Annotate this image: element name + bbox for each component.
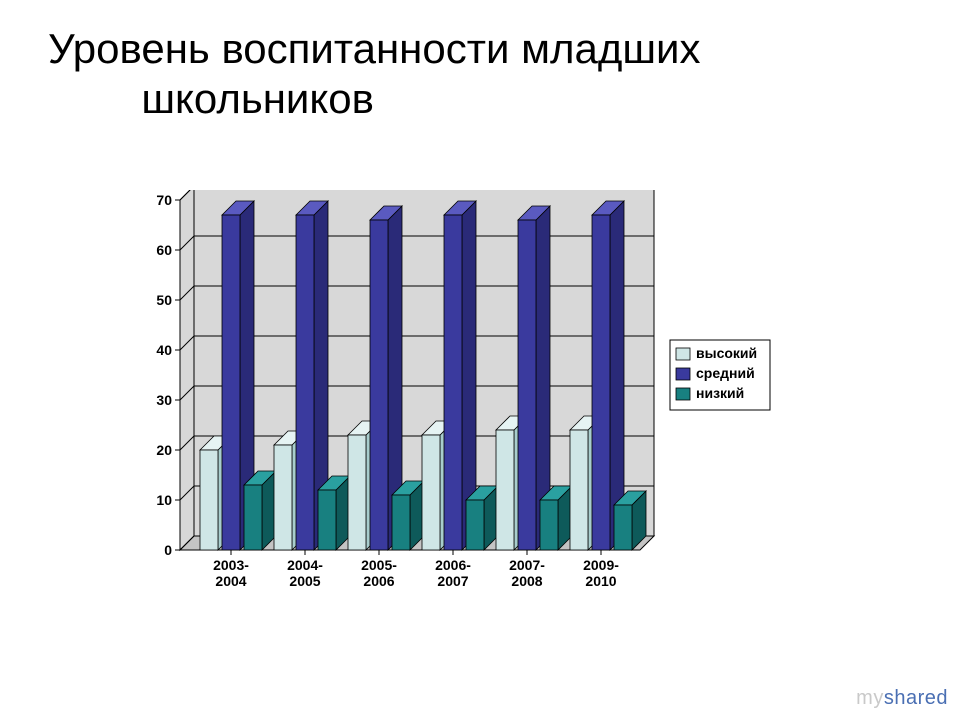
title-line-2: школьников <box>141 75 374 122</box>
svg-text:10: 10 <box>156 492 172 508</box>
svg-text:2010: 2010 <box>585 573 616 589</box>
watermark: myshared <box>856 687 948 710</box>
svg-text:2005-: 2005- <box>361 557 397 573</box>
svg-text:2005: 2005 <box>289 573 320 589</box>
slide-title: Уровень воспитанности младших школьников <box>48 24 701 123</box>
svg-text:высокий: высокий <box>696 345 757 361</box>
svg-text:2009-: 2009- <box>583 557 619 573</box>
slide: Уровень воспитанности младших школьников… <box>0 0 960 720</box>
svg-text:40: 40 <box>156 342 172 358</box>
svg-text:50: 50 <box>156 292 172 308</box>
svg-text:20: 20 <box>156 442 172 458</box>
svg-text:средний: средний <box>696 365 755 381</box>
title-line-1: Уровень воспитанности младших <box>48 25 701 72</box>
chart-container: 0102030405060702003-20042004-20052005-20… <box>140 190 780 605</box>
svg-text:2004: 2004 <box>215 573 246 589</box>
svg-text:30: 30 <box>156 392 172 408</box>
svg-text:2006: 2006 <box>363 573 394 589</box>
svg-text:2008: 2008 <box>511 573 542 589</box>
svg-text:низкий: низкий <box>696 385 744 401</box>
svg-text:2003-: 2003- <box>213 557 249 573</box>
svg-text:2007-: 2007- <box>509 557 545 573</box>
svg-text:2006-: 2006- <box>435 557 471 573</box>
watermark-left: my <box>856 687 884 709</box>
watermark-right: shared <box>884 687 948 709</box>
bar-chart: 0102030405060702003-20042004-20052005-20… <box>140 190 780 600</box>
svg-text:2007: 2007 <box>437 573 468 589</box>
svg-text:2004-: 2004- <box>287 557 323 573</box>
svg-text:60: 60 <box>156 242 172 258</box>
svg-text:70: 70 <box>156 192 172 208</box>
svg-text:0: 0 <box>164 542 172 558</box>
